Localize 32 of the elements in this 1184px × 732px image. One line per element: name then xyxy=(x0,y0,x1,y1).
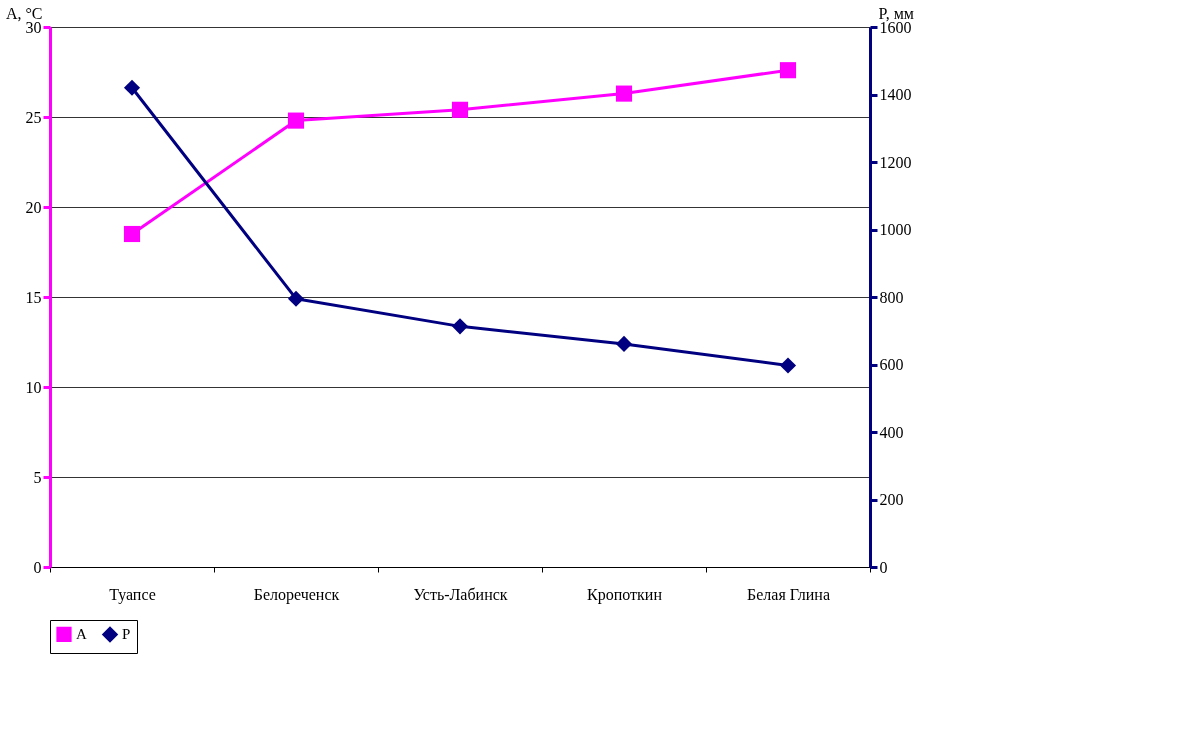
point xyxy=(615,335,633,352)
y-tick-label: 15 xyxy=(25,288,42,306)
y2-axis-title: P, мм xyxy=(878,4,914,22)
y2-tick-label: 1400 xyxy=(879,86,912,103)
point xyxy=(451,101,469,118)
x-tick-label: Белая Глина xyxy=(747,585,830,603)
point xyxy=(779,357,797,374)
legend-label: P xyxy=(122,626,131,643)
x-tick-label: Усть-Лабинск xyxy=(413,585,508,603)
x-tick-label: Кропоткин xyxy=(587,585,663,604)
y-tick-label: 20 xyxy=(25,198,42,216)
point xyxy=(123,79,141,96)
point xyxy=(287,112,305,129)
y2-tick-label: 600 xyxy=(879,356,904,373)
y2-tick-label: 1000 xyxy=(879,221,912,238)
x-tick-label: Туапсе xyxy=(109,585,156,604)
point xyxy=(287,290,305,307)
y2-tick-label: 0 xyxy=(879,558,888,576)
legend-label: A xyxy=(76,626,87,643)
point xyxy=(615,85,633,102)
y-tick-label: 5 xyxy=(33,468,42,486)
x-tick-label: Белореченск xyxy=(253,585,340,604)
y2-tick-label: 200 xyxy=(879,491,904,508)
y2-tick-label: 800 xyxy=(879,288,904,306)
point xyxy=(779,62,797,79)
point xyxy=(123,225,141,243)
y-tick-label: 25 xyxy=(25,108,42,126)
y2-tick-label: 1200 xyxy=(879,153,912,171)
point xyxy=(451,318,469,335)
y2-tick-label: 400 xyxy=(879,423,904,441)
y-tick-label: 0 xyxy=(33,558,42,576)
y-tick-label: 10 xyxy=(25,378,42,396)
